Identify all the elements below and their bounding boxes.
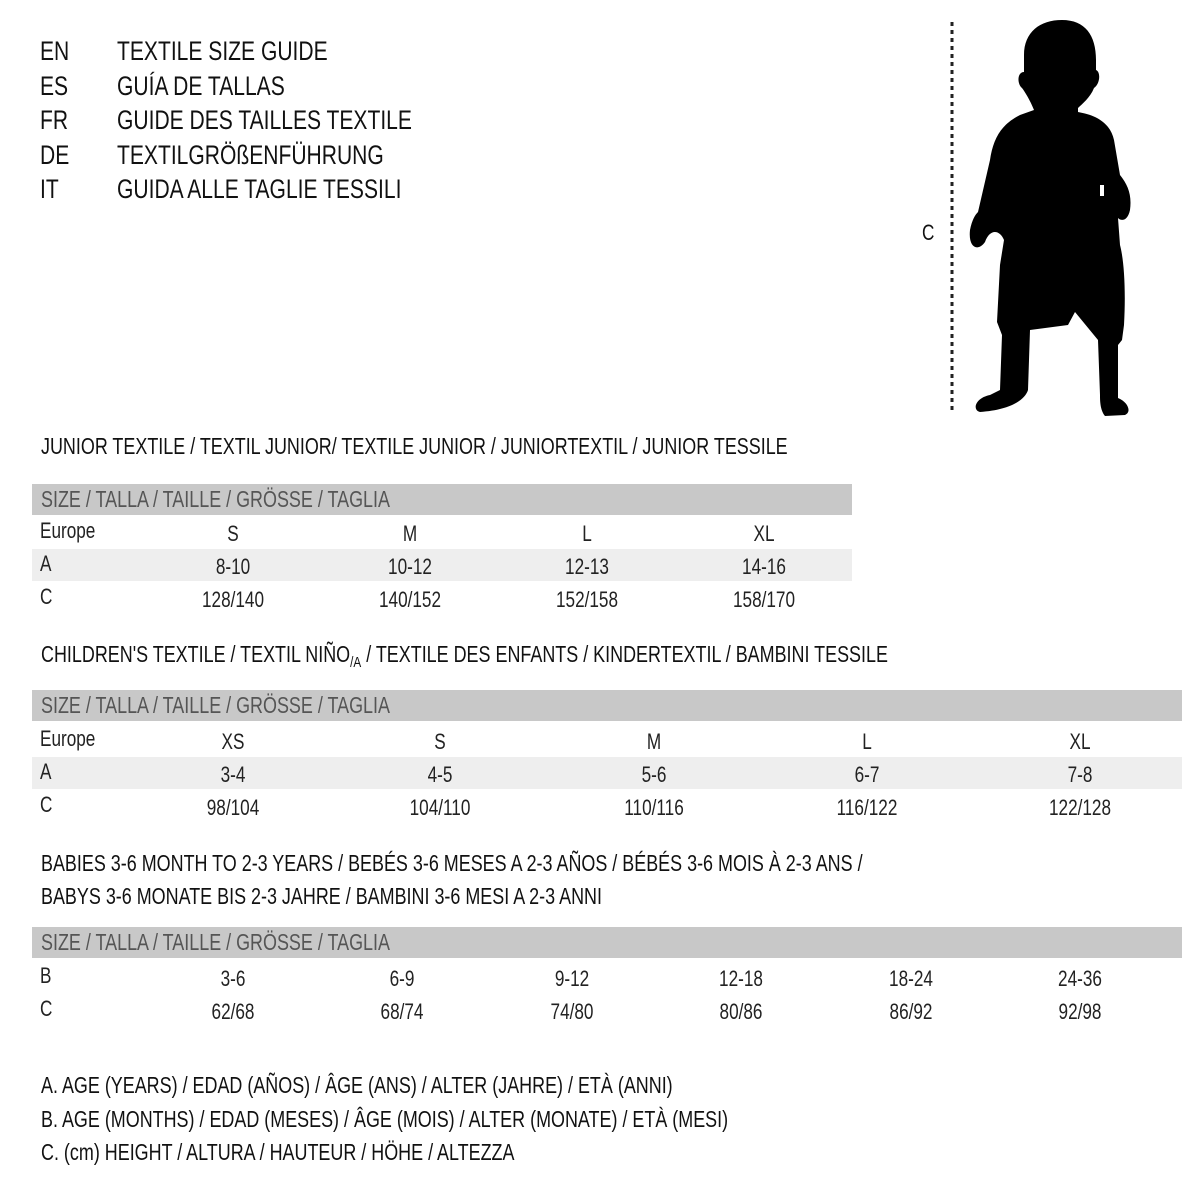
table-cell: 92/98 <box>1058 999 1102 1024</box>
row-label: Europe <box>40 518 96 543</box>
table-cell: 110/116 <box>624 795 684 820</box>
table-cell: 12-18 <box>719 966 763 991</box>
table-cell: 4-5 <box>427 762 453 787</box>
babies-section-title-line1: BABIES 3-6 MONTH TO 2-3 YEARS / BEBÉS 3-… <box>41 850 863 876</box>
table-cell: 14-16 <box>742 554 786 579</box>
row-label: A <box>40 551 52 576</box>
table-cell: 104/110 <box>409 795 471 820</box>
title-text: GUIDE DES TAILLES TEXTILE <box>117 105 412 135</box>
table-cell: 152/158 <box>555 587 619 612</box>
table-cell: 86/92 <box>889 999 933 1024</box>
table-cell: XS <box>221 729 245 754</box>
table-cell: XL <box>1069 729 1091 754</box>
table-cell: 158/170 <box>732 587 796 612</box>
table-cell: 140/152 <box>378 587 442 612</box>
table-cell: M <box>646 729 662 754</box>
table-cell: 128/140 <box>201 587 265 612</box>
table-cell: 116/122 <box>836 795 898 820</box>
junior-size-header <box>32 484 852 515</box>
title-text: GUIDA ALLE TAGLIE TESSILI <box>117 174 402 204</box>
row-label: C <box>40 584 53 609</box>
table-cell: 3-4 <box>220 762 246 787</box>
table-cell: 12-13 <box>565 554 609 579</box>
table-cell: L <box>862 729 872 754</box>
child-silhouette-icon <box>950 20 1131 416</box>
table-cell: 6-7 <box>854 762 880 787</box>
row-label: A <box>40 759 52 784</box>
babies-size-header <box>32 927 1182 958</box>
children-size-header <box>32 690 1182 721</box>
children-section-title: CHILDREN'S TEXTILE / TEXTIL NIÑO/A / TEX… <box>41 641 888 671</box>
language-code: EN <box>40 36 70 66</box>
title-text: GUÍA DE TALLAS <box>117 70 285 101</box>
table-cell: 68/74 <box>380 999 424 1024</box>
legend-item: A. AGE (YEARS) / EDAD (AÑOS) / ÂGE (ANS)… <box>41 1072 673 1098</box>
table-cell: S <box>227 521 239 546</box>
title-text: TEXTILGRÖßENFÜHRUNG <box>117 139 384 170</box>
table-cell: 5-6 <box>641 762 667 787</box>
table-cell: 98/104 <box>206 795 260 820</box>
row-label: C <box>40 792 53 817</box>
height-label: C <box>922 220 935 245</box>
babies-size-header-label: SIZE / TALLA / TAILLE / GRÖSSE / TAGLIA <box>41 929 390 955</box>
junior-section-title: JUNIOR TEXTILE / TEXTIL JUNIOR/ TEXTILE … <box>41 433 788 459</box>
table-cell: 3-6 <box>220 966 246 991</box>
table-cell: 9-12 <box>554 966 590 991</box>
table-cell: M <box>402 521 418 546</box>
table-cell: 80/86 <box>719 999 763 1024</box>
children-size-header-label: SIZE / TALLA / TAILLE / GRÖSSE / TAGLIA <box>41 692 390 718</box>
language-code: IT <box>40 174 59 204</box>
legend-item: C. (cm) HEIGHT / ALTURA / HAUTEUR / HÖHE… <box>41 1139 515 1165</box>
table-cell: 62/68 <box>211 999 255 1024</box>
table-cell: XL <box>753 521 775 546</box>
junior-alt-row <box>32 549 852 581</box>
language-code: DE <box>40 139 70 170</box>
table-cell: 10-12 <box>388 554 432 579</box>
table-cell: 122/128 <box>1048 795 1112 820</box>
row-label: B <box>40 963 52 988</box>
table-cell: 74/80 <box>550 999 594 1024</box>
title-text: TEXTILE SIZE GUIDE <box>117 36 328 66</box>
babies-section-title-line2: BABYS 3-6 MONATE BIS 2-3 JAHRE / BAMBINI… <box>41 883 602 909</box>
language-code: FR <box>40 105 69 135</box>
table-cell: 24-36 <box>1058 966 1102 991</box>
junior-size-header-label: SIZE / TALLA / TAILLE / GRÖSSE / TAGLIA <box>41 486 390 512</box>
language-code: ES <box>40 70 69 101</box>
row-label: Europe <box>40 726 96 751</box>
row-label: C <box>40 996 53 1021</box>
children-alt-row <box>32 757 1182 789</box>
table-cell: 7-8 <box>1067 762 1093 787</box>
table-cell: 18-24 <box>889 966 933 991</box>
legend-item: B. AGE (MONTHS) / EDAD (MESES) / ÂGE (MO… <box>41 1105 729 1132</box>
table-cell: L <box>582 521 592 546</box>
table-cell: S <box>434 729 446 754</box>
table-cell: 8-10 <box>215 554 251 579</box>
table-cell: 6-9 <box>389 966 415 991</box>
